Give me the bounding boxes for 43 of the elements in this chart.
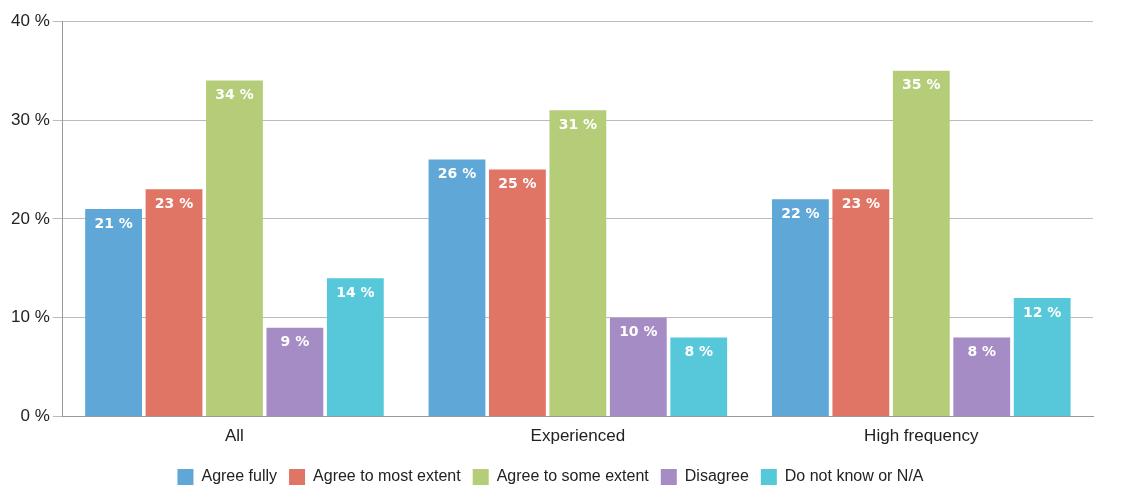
y-tick-label: 30 % <box>11 109 50 129</box>
data-label: 10 % <box>619 323 658 340</box>
data-label: 21 % <box>94 214 133 231</box>
data-label: 34 % <box>215 86 254 103</box>
legend-label: Agree to most extent <box>313 467 462 485</box>
y-tick-label: 40 % <box>11 10 50 30</box>
y-tick-label: 0 % <box>20 406 50 426</box>
data-label: 8 % <box>684 343 714 360</box>
data-label: 8 % <box>967 343 997 360</box>
legend-label: Agree fully <box>201 467 278 485</box>
bar <box>145 189 203 417</box>
data-label: 31 % <box>558 115 598 132</box>
data-label: 26 % <box>437 165 477 182</box>
bar <box>428 159 486 417</box>
data-label: 22 % <box>781 204 820 221</box>
x-tick-label: All <box>225 426 244 446</box>
data-label: 14 % <box>336 283 375 300</box>
legend-label: Disagree <box>684 467 749 485</box>
bar <box>85 209 142 417</box>
bar <box>1013 297 1071 417</box>
bar <box>489 169 546 417</box>
legend-label: Do not know or N/A <box>784 467 924 485</box>
x-tick-label: Experienced <box>530 426 626 446</box>
legend-label: Agree to some extent <box>496 467 650 485</box>
y-tick-label: 20 % <box>11 208 50 228</box>
data-label: 12 % <box>1022 303 1062 320</box>
bar <box>670 337 728 417</box>
data-label: 35 % <box>902 76 941 93</box>
data-label: 23 % <box>841 194 881 211</box>
data-label: 25 % <box>498 175 537 192</box>
data-label: 23 % <box>154 194 194 211</box>
bar <box>832 189 890 417</box>
bar <box>206 80 263 417</box>
bar <box>772 199 829 417</box>
data-label: 9 % <box>280 333 310 350</box>
bar <box>953 337 1011 417</box>
bar <box>326 278 384 417</box>
y-tick-label: 10 % <box>11 307 50 327</box>
bar <box>266 327 324 417</box>
bar <box>609 317 667 417</box>
bar <box>549 110 607 417</box>
bar <box>892 70 950 417</box>
x-tick-label: High frequency <box>864 426 979 446</box>
